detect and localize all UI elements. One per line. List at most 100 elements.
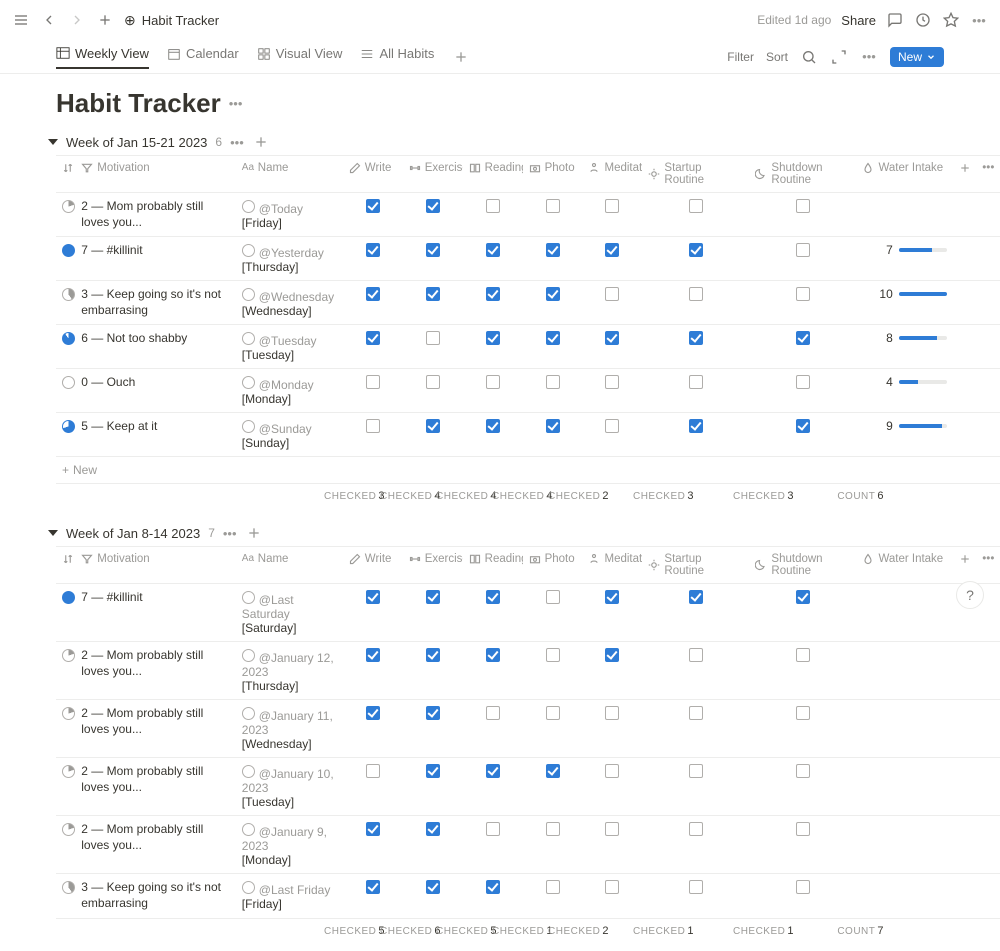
checkbox[interactable] (605, 243, 619, 257)
checkbox[interactable] (605, 590, 619, 604)
checkbox[interactable] (486, 419, 500, 433)
date-mention[interactable]: @Last Friday (259, 883, 331, 897)
checkbox[interactable] (796, 706, 810, 720)
checkbox[interactable] (605, 648, 619, 662)
checkbox[interactable] (689, 331, 703, 345)
checkbox[interactable] (366, 199, 380, 213)
sort-icon[interactable] (62, 162, 74, 174)
funnel-icon[interactable] (81, 553, 93, 565)
col-photo[interactable]: Photo (545, 553, 575, 565)
table-row[interactable]: 2 — Mom probably still loves you... @Jan… (56, 700, 1000, 758)
checkbox[interactable] (546, 764, 560, 778)
checkbox[interactable] (486, 590, 500, 604)
toggle-icon[interactable] (48, 139, 58, 145)
add-column-icon[interactable] (959, 162, 971, 174)
checkbox[interactable] (689, 822, 703, 836)
comment-icon[interactable] (886, 11, 904, 29)
checkbox[interactable] (689, 199, 703, 213)
table-row[interactable]: 2 — Mom probably still loves you... @Jan… (56, 642, 1000, 700)
toggle-icon[interactable] (48, 530, 58, 536)
checkbox[interactable] (546, 419, 560, 433)
date-mention[interactable]: @January 12, 2023 (242, 651, 334, 679)
checkbox[interactable] (366, 287, 380, 301)
checkbox[interactable] (486, 706, 500, 720)
checkbox[interactable] (796, 287, 810, 301)
checkbox[interactable] (796, 822, 810, 836)
tab-weekly-view[interactable]: Weekly View (56, 46, 149, 69)
col-meditate[interactable]: Meditate (604, 553, 642, 565)
date-mention[interactable]: @January 11, 2023 (242, 709, 333, 737)
checkbox[interactable] (689, 243, 703, 257)
table-row[interactable]: 2 — Mom probably still loves you... @Jan… (56, 758, 1000, 816)
checkbox[interactable] (689, 648, 703, 662)
checkbox[interactable] (366, 243, 380, 257)
tab-calendar[interactable]: Calendar (167, 46, 239, 67)
checkbox[interactable] (426, 243, 440, 257)
col-meditate[interactable]: Meditate (604, 162, 642, 174)
checkbox[interactable] (546, 243, 560, 257)
date-mention[interactable]: @January 10, 2023 (242, 767, 334, 795)
more-icon[interactable]: ••• (970, 11, 988, 29)
checkbox[interactable] (486, 243, 500, 257)
checkbox[interactable] (426, 590, 440, 604)
checkbox[interactable] (426, 764, 440, 778)
columns-more-icon[interactable]: ••• (982, 162, 994, 174)
checkbox[interactable] (546, 648, 560, 662)
checkbox[interactable] (426, 375, 440, 389)
date-mention[interactable]: @Sunday (259, 422, 312, 436)
checkbox[interactable] (426, 419, 440, 433)
col-write[interactable]: Write (365, 553, 392, 565)
col-shutdown[interactable]: Shutdown Routine (771, 162, 850, 186)
checkbox[interactable] (426, 331, 440, 345)
col-water[interactable]: Water Intake (878, 162, 943, 174)
tab-visual-view[interactable]: Visual View (257, 46, 343, 67)
star-icon[interactable] (942, 11, 960, 29)
checkbox[interactable] (366, 590, 380, 604)
checkbox[interactable] (366, 648, 380, 662)
sort-icon[interactable] (62, 553, 74, 565)
col-name[interactable]: Name (258, 553, 289, 565)
checkbox[interactable] (366, 764, 380, 778)
col-startup[interactable]: Startup Routine (664, 162, 743, 186)
checkbox[interactable] (546, 287, 560, 301)
col-shutdown[interactable]: Shutdown Routine (771, 553, 850, 577)
date-mention[interactable]: @Today (259, 202, 303, 216)
checkbox[interactable] (796, 243, 810, 257)
checkbox[interactable] (366, 822, 380, 836)
col-write[interactable]: Write (365, 162, 392, 174)
checkbox[interactable] (605, 375, 619, 389)
checkbox[interactable] (796, 419, 810, 433)
date-mention[interactable]: @Wednesday (259, 290, 334, 304)
col-reading[interactable]: Reading (485, 553, 523, 565)
expand-icon[interactable] (830, 48, 848, 66)
checkbox[interactable] (605, 199, 619, 213)
checkbox[interactable] (366, 375, 380, 389)
title-more-icon[interactable]: ••• (229, 96, 243, 111)
group-header[interactable]: Week of Jan 8-14 2023 7 ••• (0, 516, 1000, 546)
checkbox[interactable] (366, 419, 380, 433)
checkbox[interactable] (366, 331, 380, 345)
checkbox[interactable] (486, 199, 500, 213)
checkbox[interactable] (796, 199, 810, 213)
checkbox[interactable] (546, 822, 560, 836)
checkbox[interactable] (486, 764, 500, 778)
table-row[interactable]: 7 — #killinit @Last Saturday [Saturday] (56, 584, 1000, 642)
checkbox[interactable] (689, 419, 703, 433)
checkbox[interactable] (426, 706, 440, 720)
forward-icon[interactable] (68, 11, 86, 29)
checkbox[interactable] (796, 375, 810, 389)
checkbox[interactable] (689, 287, 703, 301)
checkbox[interactable] (546, 590, 560, 604)
page-title[interactable]: Habit Tracker (56, 88, 221, 119)
add-view-icon[interactable] (452, 48, 470, 66)
checkbox[interactable] (605, 822, 619, 836)
group-add-icon[interactable] (245, 524, 263, 542)
checkbox[interactable] (486, 287, 500, 301)
col-exercise[interactable]: Exercise (425, 553, 463, 565)
col-startup[interactable]: Startup Routine (664, 553, 743, 577)
back-icon[interactable] (40, 11, 58, 29)
col-motivation[interactable]: Motivation (97, 162, 149, 174)
table-row[interactable]: 2 — Mom probably still loves you... @Tod… (56, 193, 1000, 237)
checkbox[interactable] (605, 419, 619, 433)
col-motivation[interactable]: Motivation (97, 553, 149, 565)
